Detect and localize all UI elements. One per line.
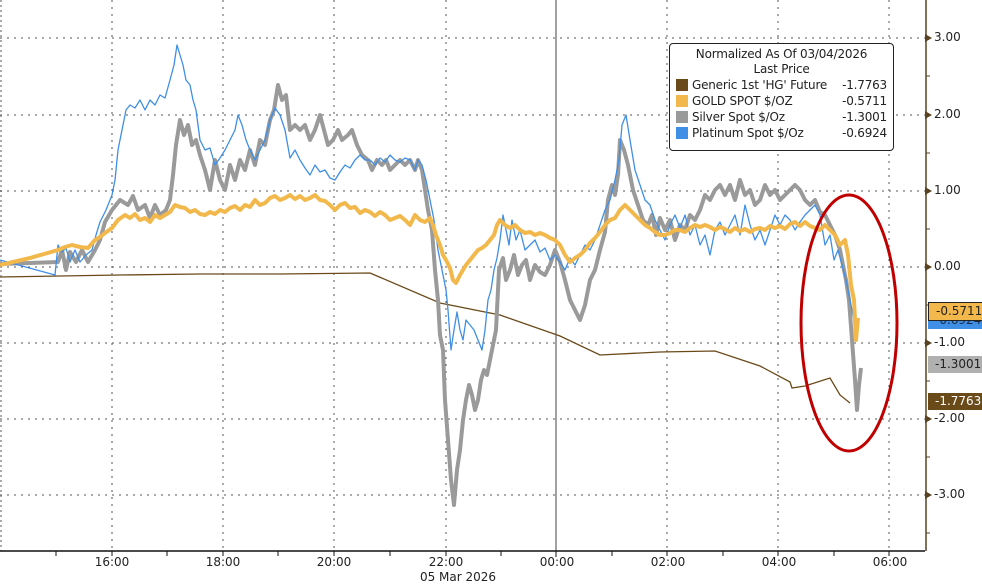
chart-legend: Normalized As Of 03/04/2026 Last Price G…: [669, 43, 894, 151]
last-value-tag-hg-future: -1.7763: [928, 393, 982, 410]
legend-item-label: Platinum Spot $/Oz: [692, 126, 804, 140]
legend-subtitle: Last Price: [753, 62, 810, 76]
y-tick-label: 2.00: [934, 107, 961, 121]
legend-swatch-silver: [676, 111, 688, 123]
legend-item-value: -0.5711: [842, 94, 887, 108]
legend-swatch-gold: [676, 95, 688, 107]
legend-title: Normalized As Of 03/04/2026: [695, 47, 868, 61]
x-tick-label: 00:00: [539, 555, 575, 569]
y-tick-label: 3.00: [934, 30, 961, 44]
y-tick-label: 1.00: [934, 183, 961, 197]
legend-item-platinum: Platinum Spot $/Oz -0.6924: [676, 125, 887, 141]
legend-swatch-hg: [676, 79, 688, 91]
x-axis-ticks: [55, 551, 890, 557]
y-tick-label: -2.00: [934, 411, 966, 425]
x-tick-label: 06:00: [872, 555, 908, 569]
x-tick-label: 20:00: [316, 555, 352, 569]
legend-item-hg-future: Generic 1st 'HG' Future -1.7763: [676, 77, 887, 93]
x-tick-label: 16:00: [94, 555, 130, 569]
legend-item-value: -1.7763: [842, 78, 887, 92]
series-gold-line: [0, 193, 860, 342]
legend-item-silver: Silver Spot $/Oz -1.3001: [676, 109, 887, 125]
y-tick-label: -3.00: [934, 487, 966, 501]
legend-item-label: Silver Spot $/Oz: [692, 110, 785, 124]
legend-item-value: -1.3001: [842, 110, 887, 124]
y-axis-ticks: [925, 34, 932, 499]
last-value-tag-silver: -1.3001: [928, 356, 982, 373]
y-tick-label: 0.00: [934, 259, 961, 273]
series-hg-future-line: [0, 272, 851, 404]
series-silver-line: [0, 83, 863, 507]
x-tick-label: 18:00: [205, 555, 241, 569]
legend-item-label: GOLD SPOT $/OZ: [692, 94, 793, 108]
y-tick-label: -1.00: [934, 335, 966, 349]
legend-item-value: -0.6924: [842, 126, 887, 140]
x-tick-label: 04:00: [761, 555, 797, 569]
legend-item-label: Generic 1st 'HG' Future: [692, 78, 828, 92]
legend-item-gold: GOLD SPOT $/OZ -0.5711: [676, 93, 887, 109]
annotation-red-ellipse: [799, 193, 899, 453]
x-axis-date-label: 05 Mar 2026: [419, 570, 497, 584]
last-value-tag-gold: -0.5711: [928, 302, 982, 321]
x-tick-label: 02:00: [650, 555, 686, 569]
legend-swatch-platinum: [676, 127, 688, 139]
x-tick-label: 22:00: [428, 555, 464, 569]
